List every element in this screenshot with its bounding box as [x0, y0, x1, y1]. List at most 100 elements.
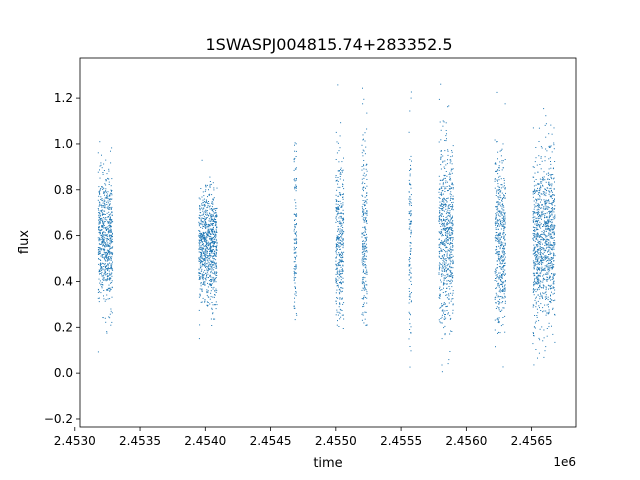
data-point [442, 229, 444, 231]
data-point [441, 303, 443, 305]
data-point [553, 224, 555, 226]
data-point [536, 308, 538, 310]
data-point [105, 271, 107, 273]
data-point [112, 236, 113, 238]
data-point [209, 193, 211, 195]
data-point [366, 273, 368, 275]
data-point [450, 267, 452, 269]
data-point [535, 276, 537, 278]
data-point [544, 160, 546, 162]
data-point [537, 214, 539, 216]
data-point [202, 235, 204, 237]
data-point [204, 300, 206, 302]
data-point [199, 294, 201, 296]
data-point [450, 234, 452, 236]
data-point [209, 250, 210, 252]
data-point [548, 306, 549, 308]
data-point [105, 188, 107, 190]
data-point [366, 211, 368, 213]
data-point [339, 264, 341, 266]
data-point [206, 214, 208, 216]
data-point [364, 226, 366, 228]
data-point [205, 259, 207, 261]
data-point [99, 193, 101, 195]
data-point [451, 207, 453, 209]
data-point [409, 346, 411, 347]
data-point [452, 304, 454, 306]
data-point [551, 198, 553, 199]
data-point [211, 278, 213, 280]
data-point [100, 232, 101, 234]
data-point [550, 163, 552, 165]
data-point [105, 257, 107, 259]
data-point [446, 211, 448, 213]
data-point [547, 250, 549, 252]
data-point [338, 242, 340, 244]
data-point [502, 289, 504, 291]
data-point [109, 240, 111, 242]
data-point [549, 247, 551, 249]
data-point [207, 259, 209, 261]
data-point [544, 222, 546, 224]
data-point [438, 175, 440, 177]
data-point [549, 220, 551, 222]
data-point [543, 285, 545, 287]
data-point [343, 231, 345, 233]
data-point [296, 213, 297, 215]
data-point [199, 246, 201, 248]
data-point [439, 201, 441, 203]
data-point [499, 150, 501, 152]
data-point [497, 321, 499, 323]
data-point [202, 199, 204, 201]
data-point [551, 273, 553, 275]
data-point [103, 240, 105, 242]
data-point [211, 231, 213, 233]
data-point [497, 189, 499, 191]
data-point [536, 244, 538, 246]
data-point [534, 233, 536, 235]
data-point [109, 206, 111, 208]
data-point [199, 288, 201, 290]
data-point [361, 298, 363, 299]
data-point [534, 188, 536, 190]
data-point [339, 261, 341, 263]
data-point [205, 247, 207, 249]
data-point [548, 228, 550, 230]
data-point [103, 253, 105, 255]
data-point [110, 231, 112, 233]
data-point [439, 208, 441, 209]
data-point [107, 221, 109, 223]
data-point [545, 213, 547, 215]
data-point [211, 241, 213, 242]
data-point [503, 274, 505, 276]
data-point [110, 228, 112, 230]
data-point [533, 180, 535, 182]
data-point [537, 233, 539, 235]
data-point [551, 237, 553, 239]
data-point [110, 208, 112, 210]
data-point [98, 226, 100, 228]
data-point [107, 237, 108, 239]
data-point [364, 237, 366, 239]
data-point [444, 245, 446, 247]
data-point [294, 319, 296, 321]
data-point [99, 169, 100, 171]
data-point [539, 196, 541, 198]
data-point [362, 87, 363, 89]
data-point [107, 249, 109, 251]
data-point [363, 255, 365, 257]
data-point [365, 187, 366, 189]
data-point [104, 264, 106, 266]
data-point [335, 159, 337, 160]
data-point [542, 176, 544, 178]
data-point [108, 199, 110, 201]
data-point [104, 192, 106, 194]
data-point [554, 217, 556, 219]
data-point [452, 240, 453, 242]
data-point [498, 165, 500, 167]
data-point [208, 189, 209, 191]
data-point [541, 264, 543, 266]
data-point [442, 198, 443, 200]
data-point [214, 318, 216, 320]
data-point [547, 226, 549, 228]
